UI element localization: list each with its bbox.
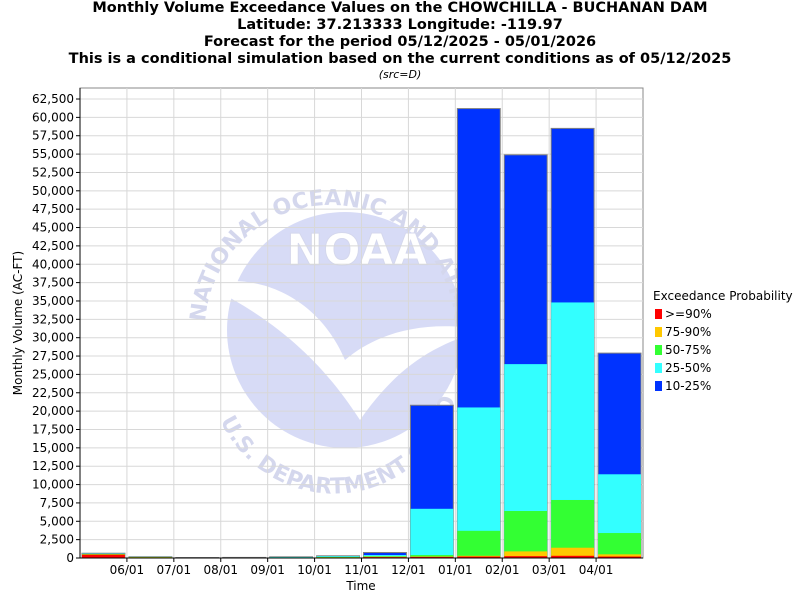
- y-tick-label: 15,000: [32, 441, 74, 455]
- bar-segment-75-90%: [504, 551, 548, 558]
- bar-segment->=90%: [457, 556, 501, 558]
- y-tick-label: 2,500: [40, 533, 74, 547]
- legend-label: 25-50%: [665, 361, 711, 375]
- x-tick-label: 02/01: [485, 563, 520, 577]
- chart-title-line-3: Forecast for the period 05/12/2025 - 05/…: [203, 34, 597, 50]
- x-axis: 06/01 07/01 08/01 09/01 10/01 11/01 12/01 01/01…: [80, 557, 643, 577]
- bar-stack-11/2025: [363, 551, 407, 559]
- x-tick-label: 11/01: [344, 563, 379, 577]
- bar-stacks: [81, 108, 642, 559]
- legend-title: Exceedance Probability: [653, 289, 793, 303]
- bar-segment-50-75%: [598, 533, 641, 558]
- bar-segment->=90%: [410, 556, 454, 558]
- bar-segment-25-50%: [410, 508, 454, 558]
- y-axis-title: Monthly Volume (AC-FT): [11, 251, 25, 395]
- chart-subtitle: (src=D): [378, 68, 422, 81]
- legend-swatch: [655, 345, 662, 355]
- bar-stack-03/2026: [550, 127, 595, 559]
- y-tick-label: 0: [66, 551, 74, 565]
- legend-label: >=90%: [665, 307, 712, 321]
- y-tick-label: 42,500: [32, 239, 74, 253]
- bar-stack-02/2026: [503, 154, 548, 559]
- x-tick-label: 06/01: [110, 563, 145, 577]
- y-tick-label: 55,000: [32, 147, 74, 161]
- legend-swatch: [655, 327, 662, 337]
- x-tick-label: 08/01: [203, 563, 238, 577]
- y-tick-label: 25,000: [32, 367, 74, 381]
- noaa-watermark-disc: [227, 212, 463, 448]
- legend-swatch: [655, 381, 662, 391]
- y-tick-label: 5,000: [40, 514, 74, 528]
- noaa-watermark-gull: [205, 281, 485, 420]
- y-tick-label: 7,500: [40, 496, 74, 510]
- x-tick-label: 09/01: [250, 563, 285, 577]
- x-axis-title: Time: [345, 579, 375, 593]
- legend: Exceedance Probability >=90% 75-90% 50-75% 2…: [653, 289, 793, 393]
- y-tick-label: 57,500: [32, 129, 74, 143]
- y-tick-label: 50,000: [32, 184, 74, 198]
- chart-title-line-1: Monthly Volume Exceedance Values on the …: [92, 0, 708, 16]
- y-tick-label: 52,500: [32, 165, 74, 179]
- x-tick-label: 07/01: [157, 563, 192, 577]
- y-tick-label: 22,500: [32, 386, 74, 400]
- noaa-watermark-logo: NOAA: [286, 225, 427, 276]
- bar-segment-75-90%: [598, 554, 641, 558]
- bar-stack-05/2025: [81, 552, 126, 559]
- bar-stack-04/2026: [597, 352, 642, 559]
- chart-title-line-2: Latitude: 37.213333 Longitude: -119.97: [237, 17, 563, 33]
- bar-segment->=90%: [504, 556, 548, 558]
- y-tick-label: 45,000: [32, 221, 74, 235]
- x-tick-label: 04/01: [579, 563, 614, 577]
- legend-label: 50-75%: [665, 343, 711, 357]
- y-axis: 0 2,500 5,000 7,500 10,000 12,500 15,000 17,500…: [32, 88, 81, 565]
- y-tick-label: 62,500: [32, 92, 74, 106]
- y-tick-label: 35,000: [32, 294, 74, 308]
- bar-segment-50-75%: [457, 530, 501, 558]
- y-tick-label: 40,000: [32, 257, 74, 271]
- bar-segment-75-90%: [551, 547, 595, 558]
- bar-stack-12/2025: [409, 404, 454, 559]
- y-tick-label: 60,000: [32, 110, 74, 124]
- chart-title-line-4: This is a conditional simulation based o…: [68, 51, 732, 67]
- legend-label: 75-90%: [665, 325, 711, 339]
- legend-swatch: [655, 363, 662, 373]
- bar-segment-50-75%: [504, 511, 548, 558]
- chart-titles: Monthly Volume Exceedance Values on the …: [0, 0, 800, 82]
- bar-segment->=90%: [82, 554, 125, 558]
- y-tick-label: 17,500: [32, 422, 74, 436]
- bar-stack-01/2026: [456, 108, 501, 559]
- x-tick-label: 01/01: [438, 563, 473, 577]
- bar-segment->=90%: [551, 555, 595, 558]
- bar-segment->=90%: [598, 556, 641, 558]
- x-tick-label: 03/01: [532, 563, 567, 577]
- y-tick-label: 30,000: [32, 331, 74, 345]
- y-tick-label: 12,500: [32, 459, 74, 473]
- legend-swatch: [655, 309, 662, 319]
- y-tick-label: 10,000: [32, 478, 74, 492]
- y-tick-label: 32,500: [32, 312, 74, 326]
- x-tick-label: 10/01: [297, 563, 332, 577]
- grid-lines: [80, 88, 643, 558]
- y-tick-label: 20,000: [32, 404, 74, 418]
- y-tick-label: 27,500: [32, 349, 74, 363]
- y-tick-label: 47,500: [32, 202, 74, 216]
- legend-label: 10-25%: [665, 379, 711, 393]
- x-tick-label: 12/01: [391, 563, 426, 577]
- y-tick-label: 37,500: [32, 276, 74, 290]
